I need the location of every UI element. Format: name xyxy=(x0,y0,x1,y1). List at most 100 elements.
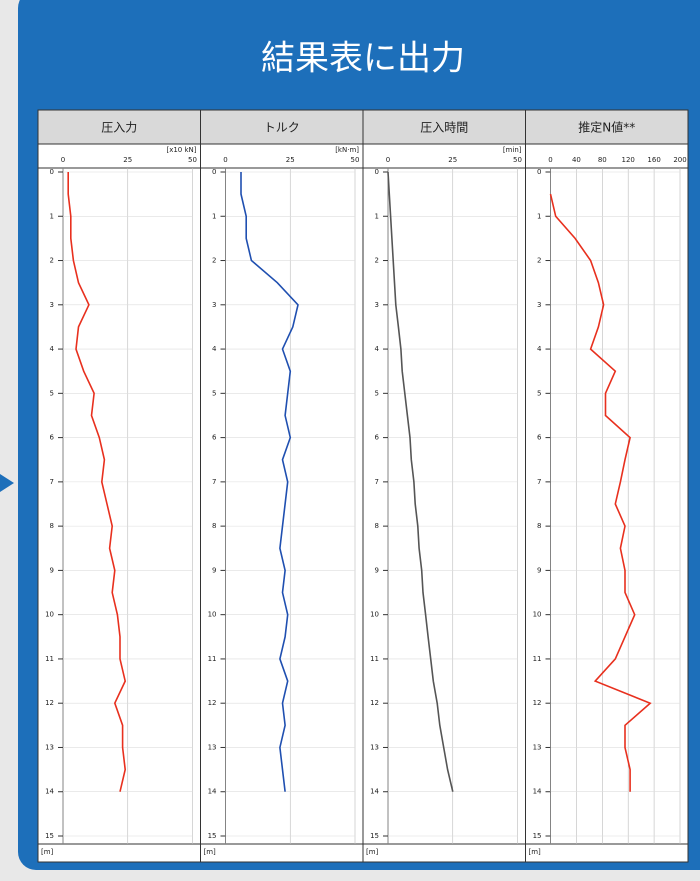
y-tick-label: 4 xyxy=(50,345,55,353)
unit-label: [kN·m] xyxy=(335,146,359,154)
y-tick-label: 11 xyxy=(533,655,542,663)
depth-unit: [m] xyxy=(366,848,379,856)
x-tick-label: 50 xyxy=(513,156,522,164)
y-tick-label: 11 xyxy=(45,655,54,663)
y-tick-label: 8 xyxy=(375,522,379,530)
x-tick-label: 50 xyxy=(188,156,197,164)
y-tick-label: 14 xyxy=(45,788,54,796)
y-tick-label: 12 xyxy=(208,699,217,707)
y-tick-label: 5 xyxy=(375,389,379,397)
panel-header xyxy=(200,109,364,145)
arrow xyxy=(0,474,14,492)
y-tick-label: 5 xyxy=(537,389,541,397)
y-tick-label: 6 xyxy=(50,434,55,442)
y-tick-label: 15 xyxy=(533,832,542,840)
data-line xyxy=(67,172,127,792)
x-tick-label: 25 xyxy=(123,156,132,164)
panel-title: 推定N値** xyxy=(578,120,635,135)
panel-header xyxy=(37,109,201,145)
x-tick-label: 40 xyxy=(572,156,581,164)
x-tick-label: 80 xyxy=(598,156,607,164)
panel-title: 圧入時間 xyxy=(420,121,468,135)
y-tick-label: 0 xyxy=(537,168,541,176)
y-tick-label: 10 xyxy=(370,611,379,619)
y-tick-label: 15 xyxy=(45,832,54,840)
unit-label: [x10 kN] xyxy=(166,146,196,154)
y-tick-label: 1 xyxy=(537,212,541,220)
y-tick-label: 14 xyxy=(370,788,379,796)
x-tick-label: 0 xyxy=(61,156,65,164)
y-tick-label: 6 xyxy=(212,434,217,442)
y-tick-label: 7 xyxy=(212,478,216,486)
x-tick-label: 200 xyxy=(673,156,686,164)
data-line xyxy=(240,172,299,792)
panel-title: トルク xyxy=(264,121,300,135)
x-tick-label: 25 xyxy=(448,156,457,164)
y-tick-label: 2 xyxy=(537,257,541,265)
y-tick-label: 4 xyxy=(212,345,217,353)
x-tick-label: 120 xyxy=(622,156,635,164)
y-tick-label: 0 xyxy=(50,168,54,176)
y-tick-label: 12 xyxy=(533,699,542,707)
y-tick-label: 2 xyxy=(375,257,379,265)
y-tick-label: 2 xyxy=(212,257,216,265)
y-tick-label: 10 xyxy=(45,611,54,619)
depth-unit: [m] xyxy=(529,848,542,856)
y-tick-label: 13 xyxy=(533,743,542,751)
y-tick-label: 14 xyxy=(208,788,217,796)
x-tick-label: 0 xyxy=(548,156,552,164)
x-tick-label: 25 xyxy=(286,156,295,164)
y-tick-label: 4 xyxy=(375,345,380,353)
x-tick-label: 0 xyxy=(386,156,390,164)
y-tick-label: 0 xyxy=(375,168,379,176)
y-tick-label: 3 xyxy=(537,301,541,309)
x-tick-label: 50 xyxy=(351,156,360,164)
y-tick-label: 13 xyxy=(208,743,217,751)
y-tick-label: 12 xyxy=(45,699,54,707)
y-tick-label: 7 xyxy=(50,478,54,486)
y-tick-label: 8 xyxy=(537,522,541,530)
y-tick-label: 8 xyxy=(50,522,54,530)
y-tick-label: 14 xyxy=(533,788,542,796)
y-tick-label: 13 xyxy=(45,743,54,751)
y-tick-label: 9 xyxy=(212,566,216,574)
x-tick-label: 0 xyxy=(223,156,227,164)
y-tick-label: 2 xyxy=(50,257,54,265)
data-line xyxy=(387,171,454,792)
y-tick-label: 9 xyxy=(375,566,379,574)
y-tick-label: 8 xyxy=(212,522,216,530)
y-tick-label: 12 xyxy=(370,699,379,707)
y-tick-label: 10 xyxy=(208,611,217,619)
y-tick-label: 3 xyxy=(375,301,379,309)
y-tick-label: 10 xyxy=(533,611,542,619)
y-tick-label: 5 xyxy=(212,389,216,397)
title: 結果表に出力 xyxy=(261,39,465,79)
depth-unit: [m] xyxy=(41,848,54,856)
y-tick-label: 6 xyxy=(537,434,542,442)
y-tick-label: 11 xyxy=(370,655,379,663)
y-tick-label: 6 xyxy=(375,434,380,442)
panel-title: 圧入力 xyxy=(101,121,137,135)
y-tick-label: 3 xyxy=(212,301,216,309)
x-tick-label: 160 xyxy=(647,156,660,164)
y-tick-label: 5 xyxy=(50,389,54,397)
y-tick-label: 1 xyxy=(375,212,379,220)
y-tick-label: 7 xyxy=(375,478,379,486)
y-tick-label: 1 xyxy=(212,212,216,220)
data-line xyxy=(549,193,652,792)
y-tick-label: 9 xyxy=(537,566,541,574)
y-tick-label: 1 xyxy=(50,212,54,220)
y-tick-label: 11 xyxy=(208,655,217,663)
y-tick-label: 13 xyxy=(370,743,379,751)
unit-label: [min] xyxy=(503,146,522,154)
y-tick-label: 0 xyxy=(212,168,216,176)
y-tick-label: 15 xyxy=(208,832,217,840)
y-tick-label: 7 xyxy=(537,478,541,486)
panel-header xyxy=(525,109,689,145)
y-tick-label: 3 xyxy=(50,301,54,309)
y-tick-label: 9 xyxy=(50,566,54,574)
depth-unit: [m] xyxy=(204,848,217,856)
y-tick-label: 4 xyxy=(537,345,542,353)
